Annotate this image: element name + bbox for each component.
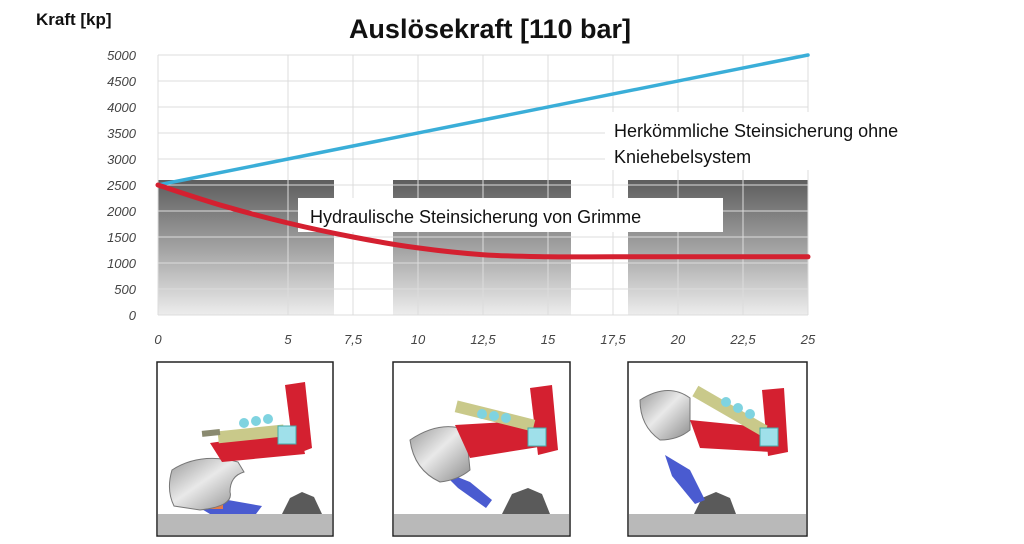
plough-body-position-1-icon (156, 361, 334, 537)
y-tick-label: 0 (129, 308, 137, 323)
hydraulic-label-bg (298, 198, 723, 232)
series-lines (155, 53, 811, 260)
x-tick-label: 25 (800, 332, 816, 347)
x-tick-label: 10 (411, 332, 426, 347)
y-tick-label: 1500 (107, 230, 137, 245)
y-tick-label: 3000 (107, 152, 137, 167)
series-line-conventional (156, 53, 810, 187)
y-tick-labels: 0 500 1000 1500 2000 2500 3000 3500 4000 4500 5000 (106, 48, 137, 323)
x-tick-label: 5 (284, 332, 292, 347)
y-tick-label: 2500 (106, 178, 137, 193)
plough-body-position-3-icon (627, 361, 808, 537)
plough-body-position-2-icon (392, 361, 571, 537)
series-line-hydraulic (155, 182, 811, 260)
y-tick-label: 4500 (107, 74, 137, 89)
x-tick-labels: 0 5 7,5 10 12,5 15 17,5 20 22,5 25 (154, 332, 816, 347)
conventional-label-bg (605, 112, 977, 170)
x-tick-label: 12,5 (470, 332, 496, 347)
x-tick-label: 20 (670, 332, 686, 347)
y-tick-label: 500 (114, 282, 136, 297)
y-tick-label: 1000 (107, 256, 137, 271)
annotation-hydraulic: Hydraulische Steinsicherung von Grimme (310, 207, 641, 227)
y-tick-label: 2000 (106, 204, 137, 219)
x-tick-label: 15 (541, 332, 556, 347)
chart-title: Auslösekraft [110 bar] (349, 14, 631, 44)
x-tick-label: 17,5 (600, 332, 626, 347)
y-tick-label: 4000 (107, 100, 137, 115)
y-tick-label: 5000 (107, 48, 137, 63)
x-tick-label: 22,5 (729, 332, 756, 347)
y-tick-label: 3500 (107, 126, 137, 141)
x-tick-label: 0 (154, 332, 162, 347)
annotation-conventional-line2: Kniehebelsystem (614, 147, 751, 167)
x-tick-label: 7,5 (344, 332, 363, 347)
y-axis-label: Kraft [kp] (36, 10, 112, 29)
annotation-conventional-line1: Herkömmliche Steinsicherung ohne (614, 121, 898, 141)
